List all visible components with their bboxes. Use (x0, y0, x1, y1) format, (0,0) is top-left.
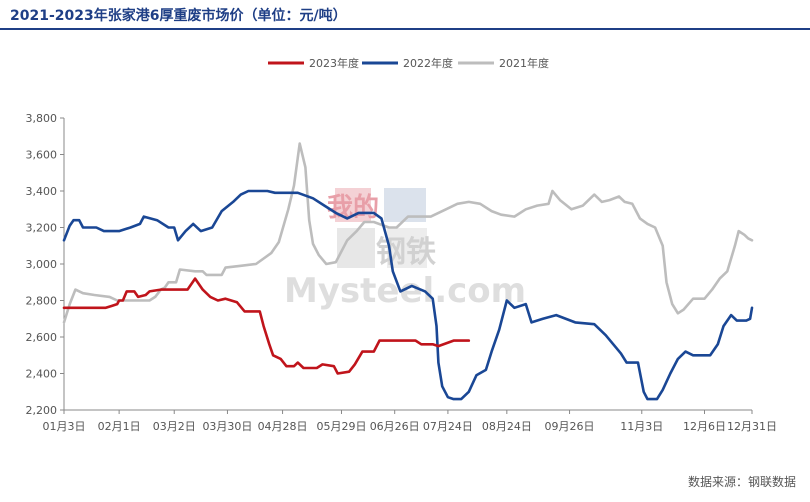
y-tick-label: 2,600 (26, 331, 58, 344)
series-line-2 (62, 142, 754, 324)
y-tick-label: 2,400 (26, 368, 58, 381)
series-layer (62, 142, 754, 401)
legend-label-1: 2022年度 (403, 56, 453, 70)
y-tick-label: 2,800 (26, 295, 58, 308)
x-tick-label: 03月30日 (202, 420, 252, 433)
x-tick-label: 05月29日 (316, 420, 366, 433)
x-tick-label: 03月2日 (153, 420, 196, 433)
y-tick-label: 3,000 (26, 258, 58, 271)
x-tick-label: 07月24日 (423, 420, 473, 433)
x-tick-label: 12月6日 (683, 420, 726, 433)
source-note: 数据来源：钢联数据 (687, 475, 796, 489)
watermark-text-top: 我的 (327, 192, 379, 223)
x-tick-label: 06月26日 (370, 420, 420, 433)
x-tick-label: 04月28日 (258, 420, 308, 433)
legend-label-0: 2023年度 (309, 56, 359, 70)
watermark: 我的 钢铁 Mysteel.com (284, 188, 526, 311)
watermark-block-4 (387, 228, 427, 268)
watermark-text-bottom: 钢铁 (376, 235, 436, 270)
y-tick-label: 3,200 (26, 222, 58, 235)
x-tick-label: 09月26日 (545, 420, 595, 433)
watermark-text-brand: Mysteel.com (284, 271, 526, 311)
y-tick-label: 3,800 (26, 112, 58, 125)
chart-axes: 2,200 2,400 2,600 2,800 3,000 3,200 3,400 3,600… (26, 112, 778, 433)
x-tick-label: 12月31日 (727, 420, 777, 433)
chart-title: 2021-2023年张家港6厚重废市场价（单位：元/吨） (10, 8, 347, 24)
y-tick-label: 3,400 (26, 185, 58, 198)
legend-label-2: 2021年度 (499, 56, 549, 70)
x-tick-label: 01月3日 (43, 420, 86, 433)
y-tick-label: 3,600 (26, 149, 58, 162)
series-line-1 (62, 189, 754, 401)
chart-legend: 2023年度 2022年度 2021年度 (268, 56, 549, 70)
x-tick-label: 08月24日 (482, 420, 532, 433)
title-underline (0, 28, 810, 30)
series-line-0 (62, 277, 471, 375)
y-tick-label: 2,200 (26, 404, 58, 417)
x-tick-label: 11月3日 (620, 420, 663, 433)
x-tick-label: 02月1日 (98, 420, 141, 433)
